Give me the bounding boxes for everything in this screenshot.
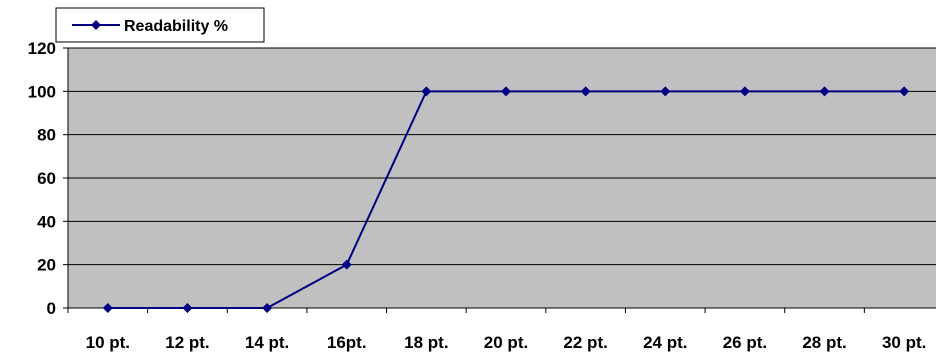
- x-tick-label: 14 pt.: [245, 333, 289, 352]
- y-tick-label: 80: [37, 126, 56, 145]
- y-tick-label: 100: [28, 82, 56, 101]
- data-point-marker: [341, 259, 352, 270]
- legend-label: Readability %: [124, 18, 228, 35]
- x-tick-label: 12 pt.: [165, 333, 209, 352]
- data-point-marker: [102, 303, 113, 313]
- x-tick-label: 30 pt.: [882, 333, 926, 352]
- data-point-marker: [739, 86, 750, 97]
- series-layer: [102, 86, 910, 313]
- gridlines: [68, 47, 936, 266]
- x-tick-label: 20 pt.: [484, 333, 528, 352]
- data-point-marker: [182, 303, 193, 313]
- x-tick-label: 26 pt.: [723, 333, 767, 352]
- x-tick-label: 16pt.: [327, 333, 367, 352]
- x-axis-ticks: 10 pt. 12 pt. 14 pt. 16pt. 18 pt. 20 pt. 22 pt…: [67, 308, 926, 352]
- x-tick-label: 28 pt.: [802, 333, 846, 352]
- data-point-marker: [819, 86, 830, 97]
- y-tick-label: 0: [47, 299, 56, 318]
- data-point-marker: [421, 86, 432, 97]
- data-point-marker: [899, 86, 910, 97]
- y-tick-label: 120: [28, 39, 56, 58]
- x-tick-label: 18 pt.: [404, 333, 448, 352]
- y-axis-ticks: 0 20 40 60 80 100 120: [28, 39, 68, 318]
- data-point-marker: [262, 303, 273, 313]
- y-tick-label: 20: [37, 256, 56, 275]
- data-point-marker: [501, 86, 511, 97]
- y-tick-label: 60: [37, 169, 56, 188]
- data-point-marker: [580, 86, 591, 97]
- x-tick-label: 22 pt.: [563, 333, 607, 352]
- y-tick-label: 40: [37, 212, 56, 231]
- data-point-marker: [660, 86, 671, 97]
- legend-diamond-marker: [91, 20, 101, 30]
- legend: Readability %: [55, 7, 265, 43]
- x-tick-label: 10 pt.: [86, 333, 130, 352]
- x-tick-label: 24 pt.: [643, 333, 687, 352]
